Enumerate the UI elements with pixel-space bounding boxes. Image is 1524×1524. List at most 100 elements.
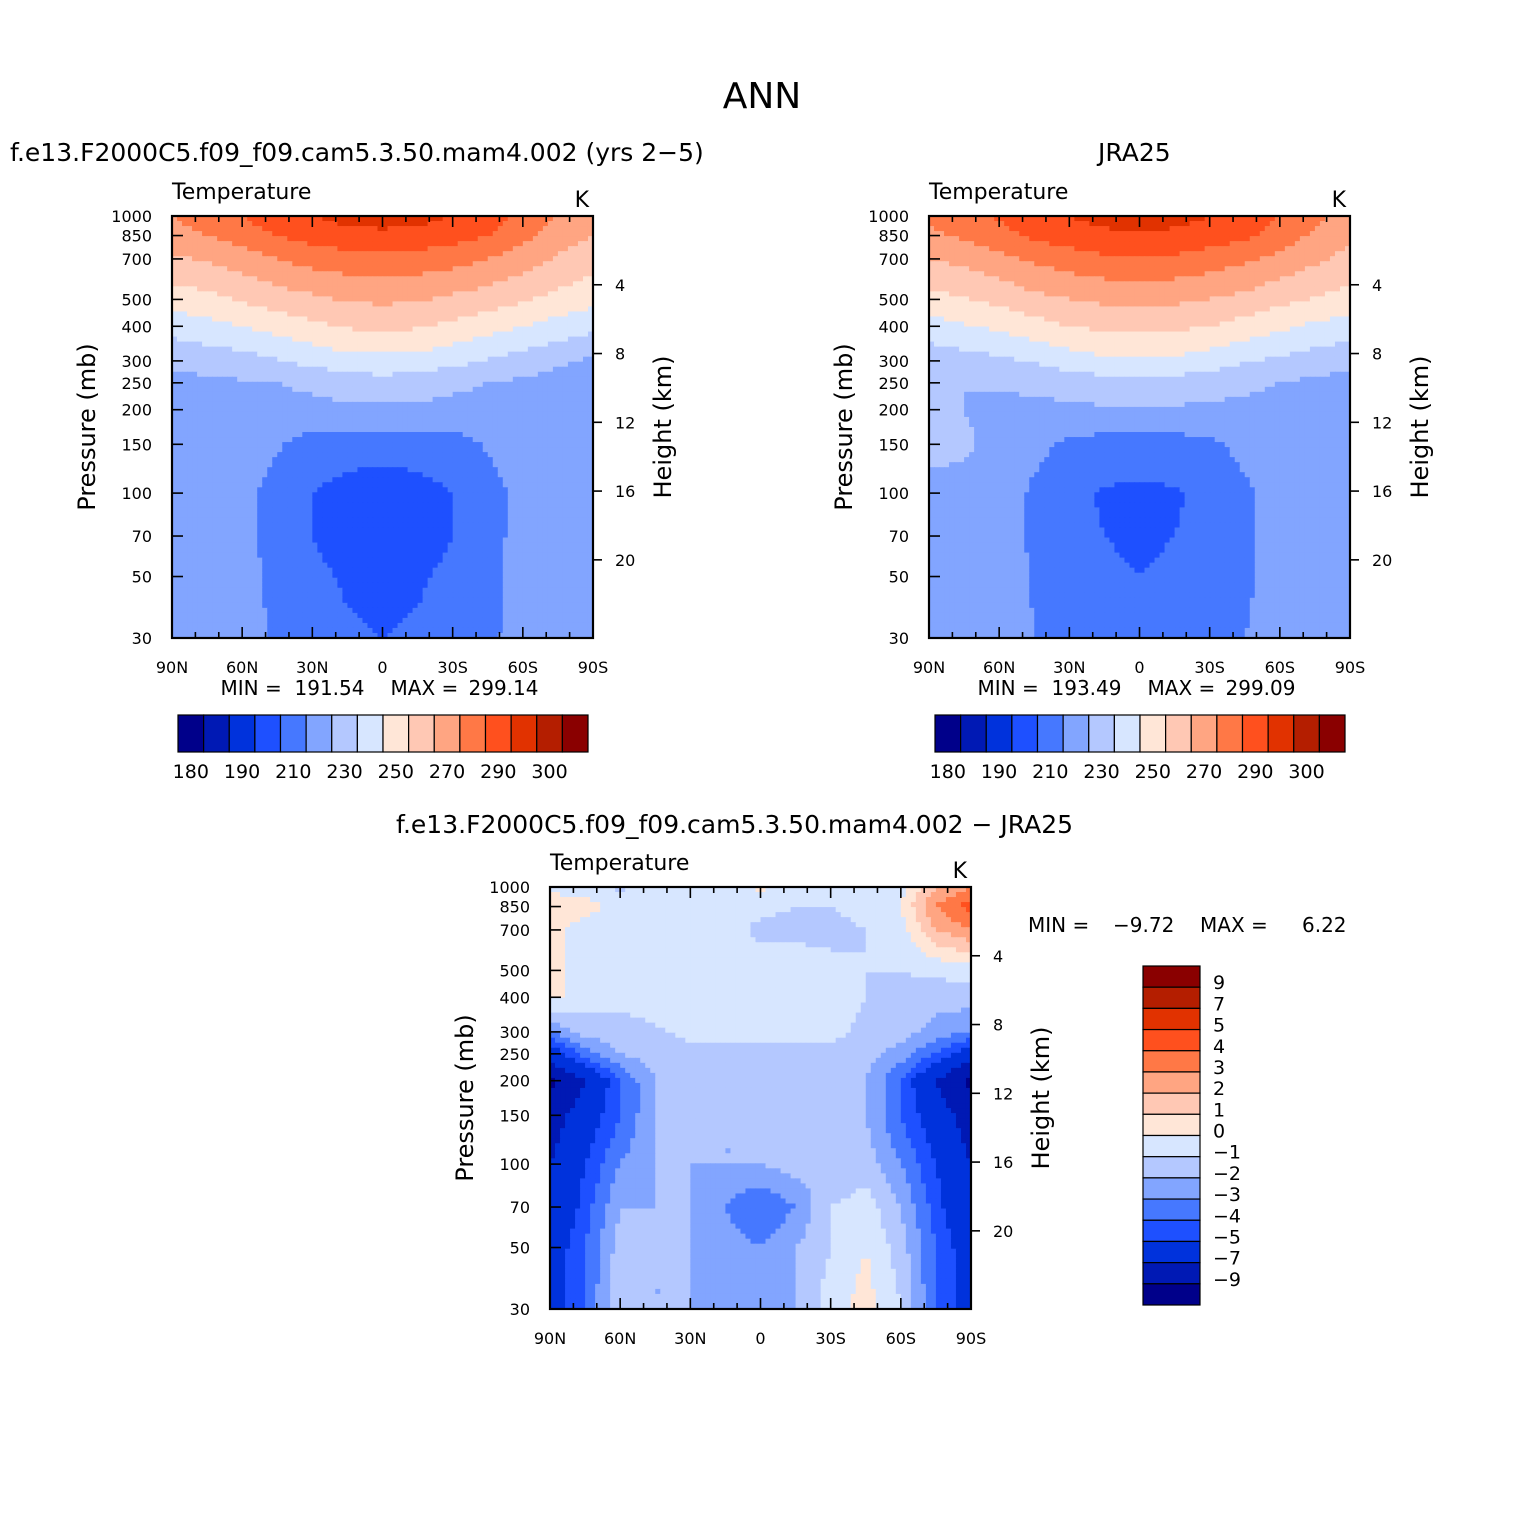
field-cell <box>562 336 569 343</box>
field-cell <box>412 356 419 363</box>
field-cell <box>587 371 593 378</box>
field-cell <box>437 266 444 272</box>
field-cell <box>382 261 389 267</box>
field-cell <box>282 386 288 393</box>
field-cell <box>577 276 584 282</box>
field-cell <box>382 351 389 358</box>
field-cell <box>457 266 464 272</box>
field-cell <box>562 391 569 398</box>
field-cell <box>537 351 544 358</box>
field-cell <box>387 341 394 348</box>
field-cell <box>232 396 238 403</box>
field-cell <box>207 467 213 473</box>
field-cell <box>542 331 549 338</box>
field-cell <box>577 427 584 433</box>
field-cell <box>382 346 389 353</box>
field-cell <box>417 276 424 282</box>
field-cell <box>277 246 283 252</box>
field-cell <box>287 502 293 508</box>
field-cell <box>462 437 469 443</box>
field-cell <box>547 462 554 468</box>
field-cell <box>267 301 273 308</box>
field-cell <box>277 442 283 448</box>
field-cell <box>187 477 193 483</box>
field-cell <box>402 467 409 473</box>
field-cell <box>427 251 434 257</box>
field-cell <box>432 321 439 328</box>
field-cell <box>292 406 298 413</box>
field-cell <box>487 231 494 237</box>
field-cell <box>532 271 539 277</box>
field-cell <box>272 361 278 368</box>
field-cell <box>457 457 464 463</box>
field-cell <box>222 442 228 448</box>
field-cell <box>487 482 494 488</box>
field-cell <box>197 457 203 463</box>
field-cell <box>182 291 188 297</box>
field-cell <box>402 296 409 302</box>
field-cell <box>467 386 474 393</box>
field-cell <box>357 276 364 282</box>
field-cell <box>527 497 534 503</box>
field-cell <box>577 401 584 408</box>
field-cell <box>207 291 213 297</box>
field-cell <box>377 386 384 393</box>
field-cell <box>372 381 379 388</box>
field-cell <box>527 351 534 358</box>
field-cell <box>497 492 504 498</box>
field-cell <box>362 336 369 343</box>
field-cell <box>277 326 283 333</box>
field-cell <box>582 477 589 483</box>
field-cell <box>487 271 494 277</box>
field-cell <box>412 296 419 302</box>
field-cell <box>252 452 258 458</box>
field-cell <box>192 286 198 292</box>
field-cell <box>412 482 419 488</box>
field-cell <box>232 442 238 448</box>
field-cell <box>202 502 208 508</box>
field-cell <box>502 472 509 478</box>
field-cell <box>512 321 519 328</box>
field-cell <box>267 271 273 277</box>
field-cell <box>582 502 589 508</box>
field-cell <box>502 502 509 508</box>
field-cell <box>502 421 509 428</box>
field-cell <box>277 221 283 227</box>
field-cell <box>222 421 228 428</box>
field-cell <box>522 271 529 277</box>
field-cell <box>542 311 549 318</box>
field-cell <box>297 361 303 368</box>
field-cell <box>237 281 243 287</box>
field-cell <box>532 447 539 453</box>
field-cell <box>392 447 399 453</box>
field-cell <box>307 371 313 378</box>
field-cell <box>472 452 479 458</box>
field-cell <box>567 401 574 408</box>
field-cell <box>227 351 233 358</box>
field-cell <box>197 371 203 378</box>
field-cell <box>517 241 524 247</box>
field-cell <box>312 226 318 232</box>
field-cell <box>552 231 559 237</box>
field-cell <box>432 366 439 373</box>
field-cell <box>227 396 233 403</box>
field-cell <box>192 351 198 358</box>
field-cell <box>517 396 524 403</box>
field-cell <box>227 371 233 378</box>
field-cell <box>302 346 308 353</box>
field-cell <box>292 331 298 338</box>
field-cell <box>197 331 203 338</box>
field-cell <box>517 502 524 508</box>
field-cell <box>367 261 374 267</box>
field-cell <box>262 241 268 247</box>
field-cell <box>517 216 524 222</box>
field-cell <box>372 271 379 277</box>
field-cell <box>322 226 328 232</box>
field-cell <box>172 457 178 463</box>
field-cell <box>177 236 183 242</box>
field-cell <box>427 442 434 448</box>
field-cell <box>407 326 414 333</box>
field-cell <box>492 311 499 318</box>
field-cell <box>447 311 454 318</box>
field-cell <box>177 447 183 453</box>
